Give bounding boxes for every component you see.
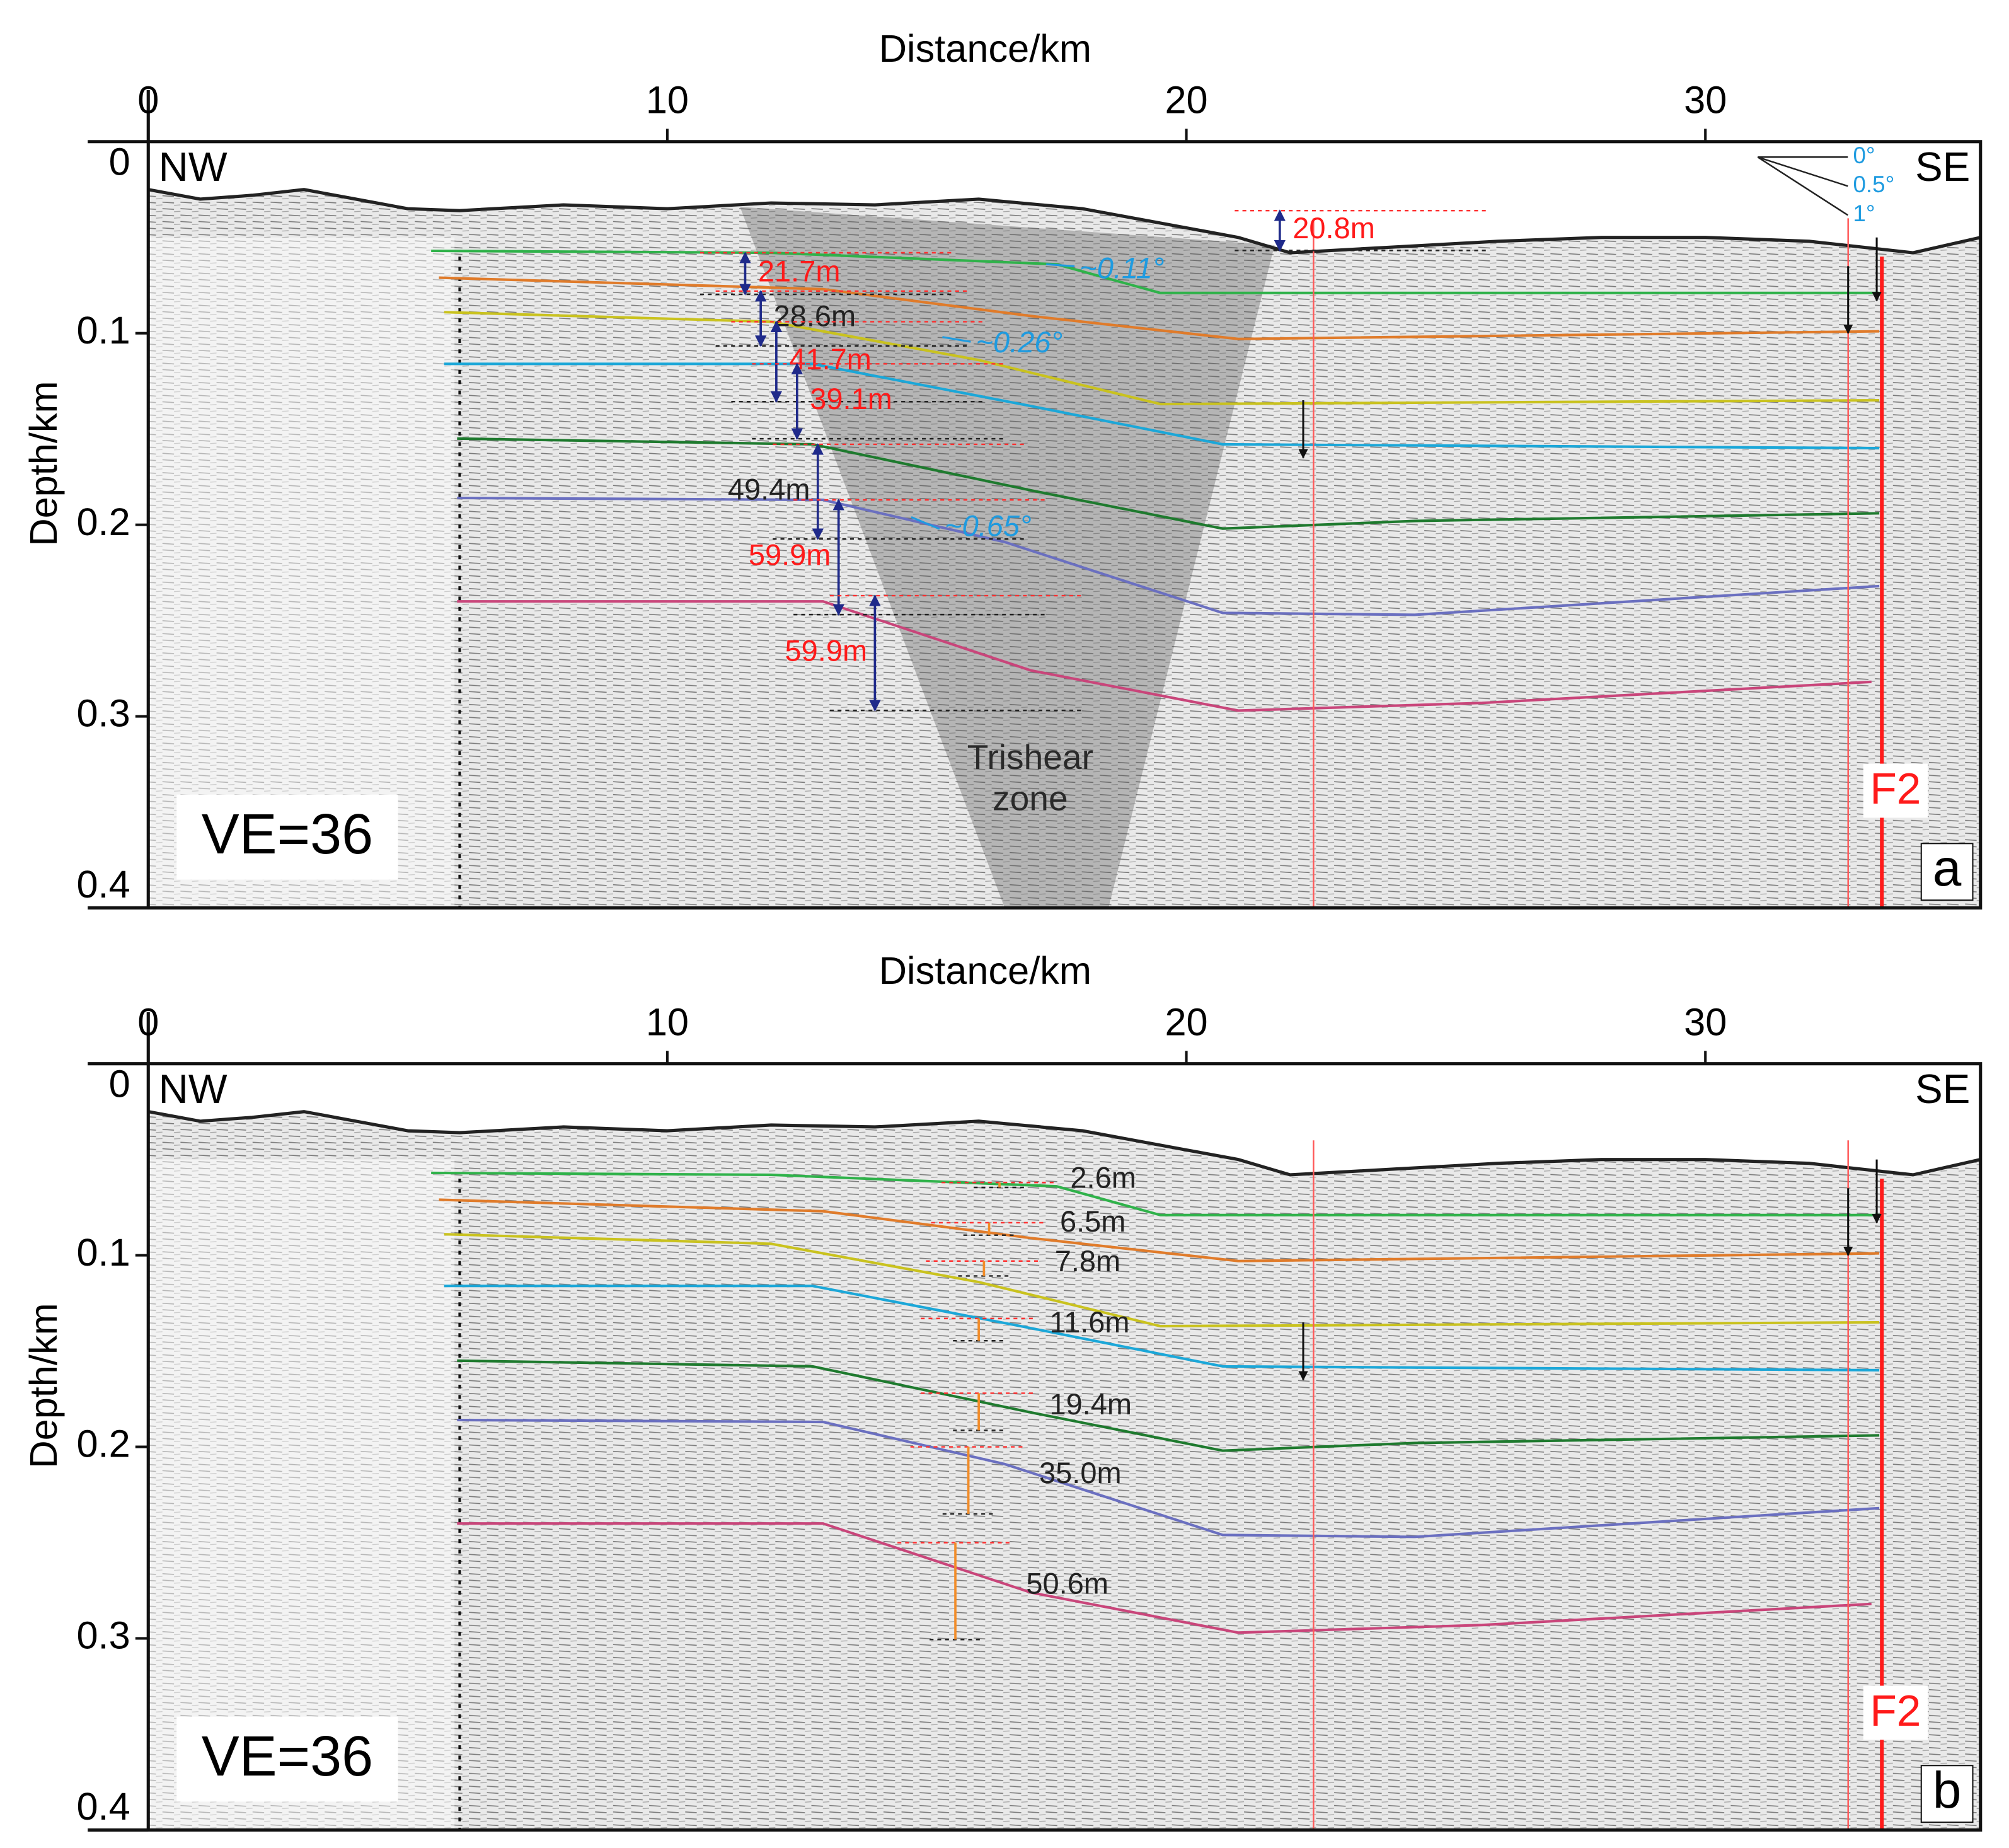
y-tick-label: 0.2 [76, 500, 130, 543]
horizon [431, 1171, 1880, 1216]
dip-label: ~0.65° [945, 509, 1032, 542]
horizon [439, 276, 1880, 340]
fault-label-box [1863, 763, 1928, 818]
horizon [457, 497, 1880, 616]
seafloor [147, 188, 1981, 255]
x-tick-label: 0 [137, 79, 159, 122]
seismic-background [148, 1063, 1981, 1830]
throw-label: 35.0m [1039, 1456, 1122, 1489]
x-tick-label: 30 [1684, 1001, 1727, 1044]
throw-label: 50.6m [1026, 1567, 1108, 1600]
water-column [148, 141, 1981, 253]
throw-label: 7.8m [1055, 1244, 1120, 1278]
left-label: NW [159, 144, 227, 190]
horizon [444, 311, 1880, 406]
horizon [439, 1198, 1880, 1262]
x-tick-label: 20 [1165, 79, 1207, 122]
dip-tick [1046, 263, 1075, 267]
water-column [148, 1063, 1981, 1175]
seismic-background [148, 141, 1981, 908]
dip-scale-label: 1° [1853, 200, 1875, 226]
throw-label: 11.6m [1049, 1305, 1129, 1339]
panel: 2.6m 6.5m 7.8m 11.6m 19.4m 35.0m 50.6m 0 10 20 30 0… [22, 949, 1983, 1832]
x-tick-label: 30 [1684, 79, 1727, 122]
panel-label-box [1920, 1765, 1974, 1823]
y-tick-label: 0.2 [76, 1423, 130, 1465]
y-tick-label: 0 [109, 1063, 130, 1106]
panel-label: a [1933, 840, 1962, 897]
throw-label: 49.4m [728, 472, 810, 505]
panel-label: b [1933, 1762, 1961, 1819]
y-tick-label: 0.4 [76, 863, 130, 906]
left-label: NW [159, 1066, 227, 1112]
x-tick-label: 10 [646, 1001, 689, 1044]
x-axis-title: Distance/km [879, 949, 1091, 992]
y-tick-label: 0 [109, 141, 130, 183]
y-tick-label: 0.3 [76, 692, 130, 735]
x-tick-label: 20 [1165, 1001, 1207, 1044]
throw-label: 59.9m [785, 633, 868, 667]
ve-label: VE=36 [202, 803, 373, 866]
throw-label: 59.9m [749, 538, 831, 572]
dip-scale-label: 0.5° [1853, 171, 1894, 197]
panel-label-box [1920, 843, 1974, 901]
horizon [457, 1522, 1872, 1634]
throw-label: 28.6m [774, 299, 856, 333]
trishear-zone [740, 207, 1275, 908]
horizon [457, 437, 1880, 530]
throw-label: 21.7m [758, 254, 841, 287]
ve-box [176, 794, 398, 880]
y-axis-title: Depth/km [22, 1303, 65, 1468]
x-axis-title: Distance/km [879, 27, 1091, 70]
horizon [444, 362, 1880, 450]
throw-label: 6.5m [1060, 1204, 1125, 1238]
y-tick-label: 0.1 [76, 1231, 130, 1274]
dip-label: ~0.26° [976, 325, 1063, 359]
horizon [444, 1233, 1880, 1328]
ve-box [176, 1716, 398, 1802]
fault-label: F2 [1870, 1686, 1921, 1735]
dip-label: ~0.11° [1079, 251, 1164, 284]
horizon [444, 1285, 1880, 1372]
dip-tick [911, 516, 940, 530]
horizon [457, 1359, 1880, 1452]
ve-label: VE=36 [202, 1725, 373, 1788]
dip-scale-line [1757, 156, 1848, 216]
zone-label: zone [993, 778, 1068, 817]
throw-label: 2.6m [1070, 1160, 1136, 1194]
seafloor [147, 1110, 1981, 1177]
right-label: SE [1915, 1066, 1970, 1112]
dip-scale-label: 0° [1853, 142, 1875, 168]
throw-label: 41.7m [789, 342, 872, 376]
x-tick-label: 10 [646, 79, 689, 122]
dip-tick [942, 336, 971, 343]
throw-label: 19.4m [1049, 1387, 1132, 1421]
throw-label: 20.8m [1292, 211, 1375, 245]
y-tick-label: 0.1 [76, 309, 130, 352]
right-label: SE [1915, 144, 1970, 190]
throw-label: 39.1m [810, 382, 892, 415]
y-tick-label: 0.4 [76, 1785, 130, 1828]
dip-scale-line [1757, 156, 1848, 187]
horizon [457, 600, 1872, 712]
horizon [457, 1418, 1880, 1539]
fault-label: F2 [1870, 764, 1921, 813]
y-tick-label: 0.3 [76, 1614, 130, 1657]
x-tick-label: 0 [137, 1001, 159, 1044]
zone-label: Trishear [967, 737, 1093, 777]
fault-label-box [1863, 1685, 1928, 1740]
y-axis-title: Depth/km [22, 381, 65, 546]
